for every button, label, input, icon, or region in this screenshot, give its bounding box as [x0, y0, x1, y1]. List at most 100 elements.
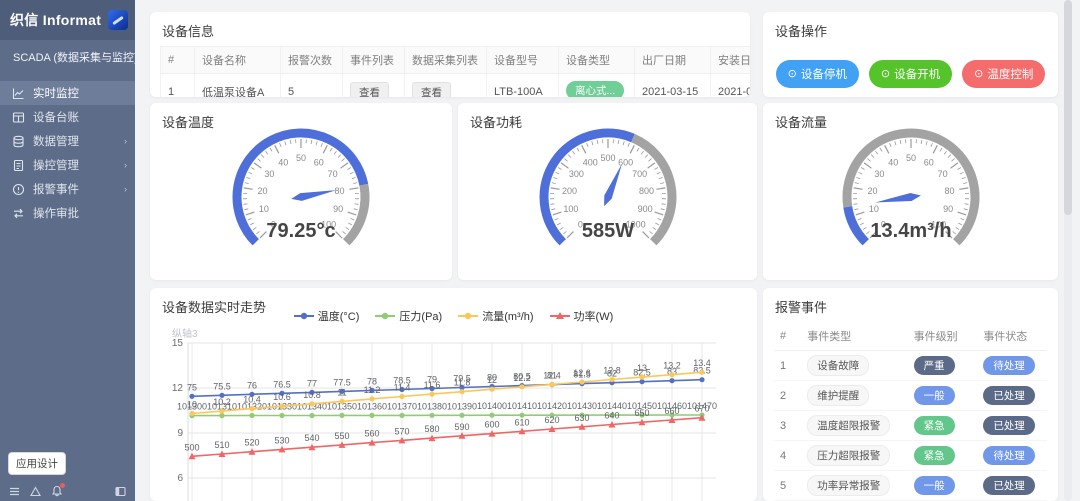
- device-start-button[interactable]: ⊙ 设备开机: [868, 60, 953, 88]
- svg-text:520: 520: [244, 438, 259, 448]
- sidebar-item-control-management[interactable]: 操控管理 ›: [0, 153, 135, 177]
- legend-item[interactable]: 温度(°C): [293, 308, 359, 324]
- logo-text: 织信 Informat: [10, 12, 102, 28]
- sidebar-menu: 实时监控设备台账 数据管理 › 操控管理 › 报警事件 › 操作审批: [0, 81, 135, 225]
- svg-text:540: 540: [304, 433, 319, 443]
- svg-text:0: 0: [577, 220, 582, 230]
- menu-collapse-icon[interactable]: [9, 486, 20, 497]
- svg-text:10.4: 10.4: [243, 395, 261, 405]
- device-info-column-header: 数据采集列表: [404, 46, 487, 74]
- legend-item[interactable]: 流量(m³/h): [458, 308, 534, 324]
- device-type-badge: 离心式...: [566, 81, 625, 97]
- svg-text:300: 300: [568, 169, 583, 179]
- alarm-index: 4: [774, 440, 802, 471]
- device-info-column-header: 出厂日期: [634, 46, 711, 74]
- svg-text:10: 10: [259, 204, 269, 214]
- svg-text:13.4: 13.4: [693, 358, 711, 368]
- alert-triangle-icon[interactable]: [30, 485, 41, 497]
- svg-text:77.5: 77.5: [333, 377, 351, 387]
- alarm-event-row: 4 压力超限报警 紧急 待处理: [774, 440, 1047, 471]
- svg-text:550: 550: [334, 431, 349, 441]
- sidebar-item-operation-approval[interactable]: 操作审批: [0, 201, 135, 225]
- view-events-button[interactable]: 查看: [350, 81, 389, 97]
- scrollbar-thumb[interactable]: [1064, 0, 1072, 215]
- sidebar-bottom-bar: [0, 481, 135, 501]
- notification-bell-icon[interactable]: [51, 483, 65, 497]
- svg-text:510: 510: [214, 440, 229, 450]
- svg-text:11.2: 11.2: [364, 385, 381, 395]
- page-scrollbar[interactable]: [1064, 0, 1072, 501]
- alarm-index: 2: [774, 380, 802, 411]
- svg-text:75.5: 75.5: [213, 381, 231, 391]
- svg-text:13: 13: [637, 363, 647, 373]
- svg-text:660: 660: [664, 406, 679, 416]
- device-ops-card: 设备操作 ⊙ 设备停机 ⊙ 设备开机 ⊙ 温度控制: [763, 12, 1058, 97]
- y-axis-name: 纵轴3: [172, 329, 198, 340]
- document-icon: [12, 159, 25, 172]
- sidebar-item-alarm-events[interactable]: 报警事件 ›: [0, 177, 135, 201]
- factory-date: 2021-03-15: [634, 73, 711, 97]
- legend-item[interactable]: 压力(Pa): [375, 308, 442, 324]
- svg-text:90: 90: [333, 204, 343, 214]
- app-design-button[interactable]: 应用设计: [8, 452, 66, 475]
- svg-text:101450: 101450: [627, 401, 657, 411]
- legend-marker-circle: [375, 312, 396, 320]
- gauge-value: 13.4m³/h: [870, 220, 951, 242]
- trend-chart-title: 设备数据实时走势: [162, 300, 267, 315]
- event-type-pill: 温度超限报警: [807, 415, 891, 436]
- svg-text:79.5: 79.5: [453, 374, 471, 384]
- alarm-event-row: 5 功率异常报警 一般 已处理: [774, 470, 1047, 501]
- view-data-button[interactable]: 查看: [412, 81, 451, 97]
- svg-text:10.2: 10.2: [213, 397, 231, 407]
- svg-text:50: 50: [905, 153, 915, 163]
- svg-text:11: 11: [337, 387, 346, 397]
- device-info-column-header: #: [160, 46, 195, 74]
- svg-text:10.8: 10.8: [303, 390, 321, 400]
- table-icon: [12, 111, 25, 124]
- sidebar-item-label: 操控管理: [33, 160, 79, 172]
- power-off-icon: ⊙: [787, 67, 797, 80]
- svg-text:50: 50: [296, 153, 306, 163]
- database-icon: [12, 135, 25, 148]
- sidebar-item-realtime-monitor[interactable]: 实时监控: [0, 81, 135, 105]
- svg-text:650: 650: [634, 408, 649, 418]
- alert-icon: [12, 183, 25, 196]
- svg-text:80: 80: [334, 186, 344, 196]
- alarm-column-header: 事件状态: [977, 322, 1047, 351]
- svg-text:101370: 101370: [387, 401, 417, 411]
- gauge-value: 585W: [581, 220, 633, 242]
- svg-text:101350: 101350: [327, 401, 357, 411]
- app-title-row: SCADA (数据采集与监控): [0, 40, 138, 73]
- notification-dot: [60, 483, 65, 488]
- svg-text:12.8: 12.8: [603, 366, 621, 376]
- trend-chart-card: 设备数据实时走势 温度(°C) 压力(Pa) 流量(m³/h) 功率(W) 纵轴3 1…: [150, 288, 757, 501]
- ops-button-label: 设备停机: [800, 69, 847, 81]
- device-info-column-header: 设备类型: [558, 46, 635, 74]
- legend-label: 压力(Pa): [399, 311, 443, 323]
- svg-text:40: 40: [888, 157, 898, 167]
- device-stop-button[interactable]: ⊙ 设备停机: [775, 60, 859, 88]
- device-info-column-header: 设备名称: [194, 46, 281, 74]
- event-type-pill: 维护提醒: [807, 385, 870, 406]
- svg-text:76.5: 76.5: [273, 379, 291, 389]
- app-title: SCADA (数据采集与监控): [13, 52, 138, 64]
- svg-text:101460: 101460: [657, 401, 687, 411]
- svg-text:60: 60: [314, 157, 324, 167]
- event-level-badge: 紧急: [913, 416, 955, 435]
- svg-text:530: 530: [274, 435, 289, 445]
- sidebar-item-label: 实时监控: [33, 88, 79, 100]
- svg-text:0: 0: [271, 220, 276, 230]
- event-type-pill: 设备故障: [807, 355, 870, 376]
- device-ops-title: 设备操作: [775, 24, 828, 39]
- svg-text:101420: 101420: [537, 401, 567, 411]
- sidebar-item-device-ledger[interactable]: 设备台账: [0, 105, 135, 129]
- device-info-table: #设备名称报警次数事件列表数据采集列表设备型号设备类型出厂日期安装日期保养周期 …: [160, 46, 750, 97]
- install-date: 2021-04-10: [710, 73, 750, 97]
- panel-toggle-icon[interactable]: [115, 486, 126, 497]
- device-info-row: 1 低温泵设备A 5 查看 查看 LTB-100A 离心式... 2021-03-15 2021…: [160, 73, 750, 97]
- legend-item[interactable]: 功率(W): [549, 308, 613, 324]
- alarm-index: 5: [774, 470, 802, 501]
- temperature-control-button[interactable]: ⊙ 温度控制: [962, 60, 1046, 88]
- sidebar-item-data-management[interactable]: 数据管理 ›: [0, 129, 135, 153]
- event-type-pill: 功率异常报警: [807, 475, 891, 496]
